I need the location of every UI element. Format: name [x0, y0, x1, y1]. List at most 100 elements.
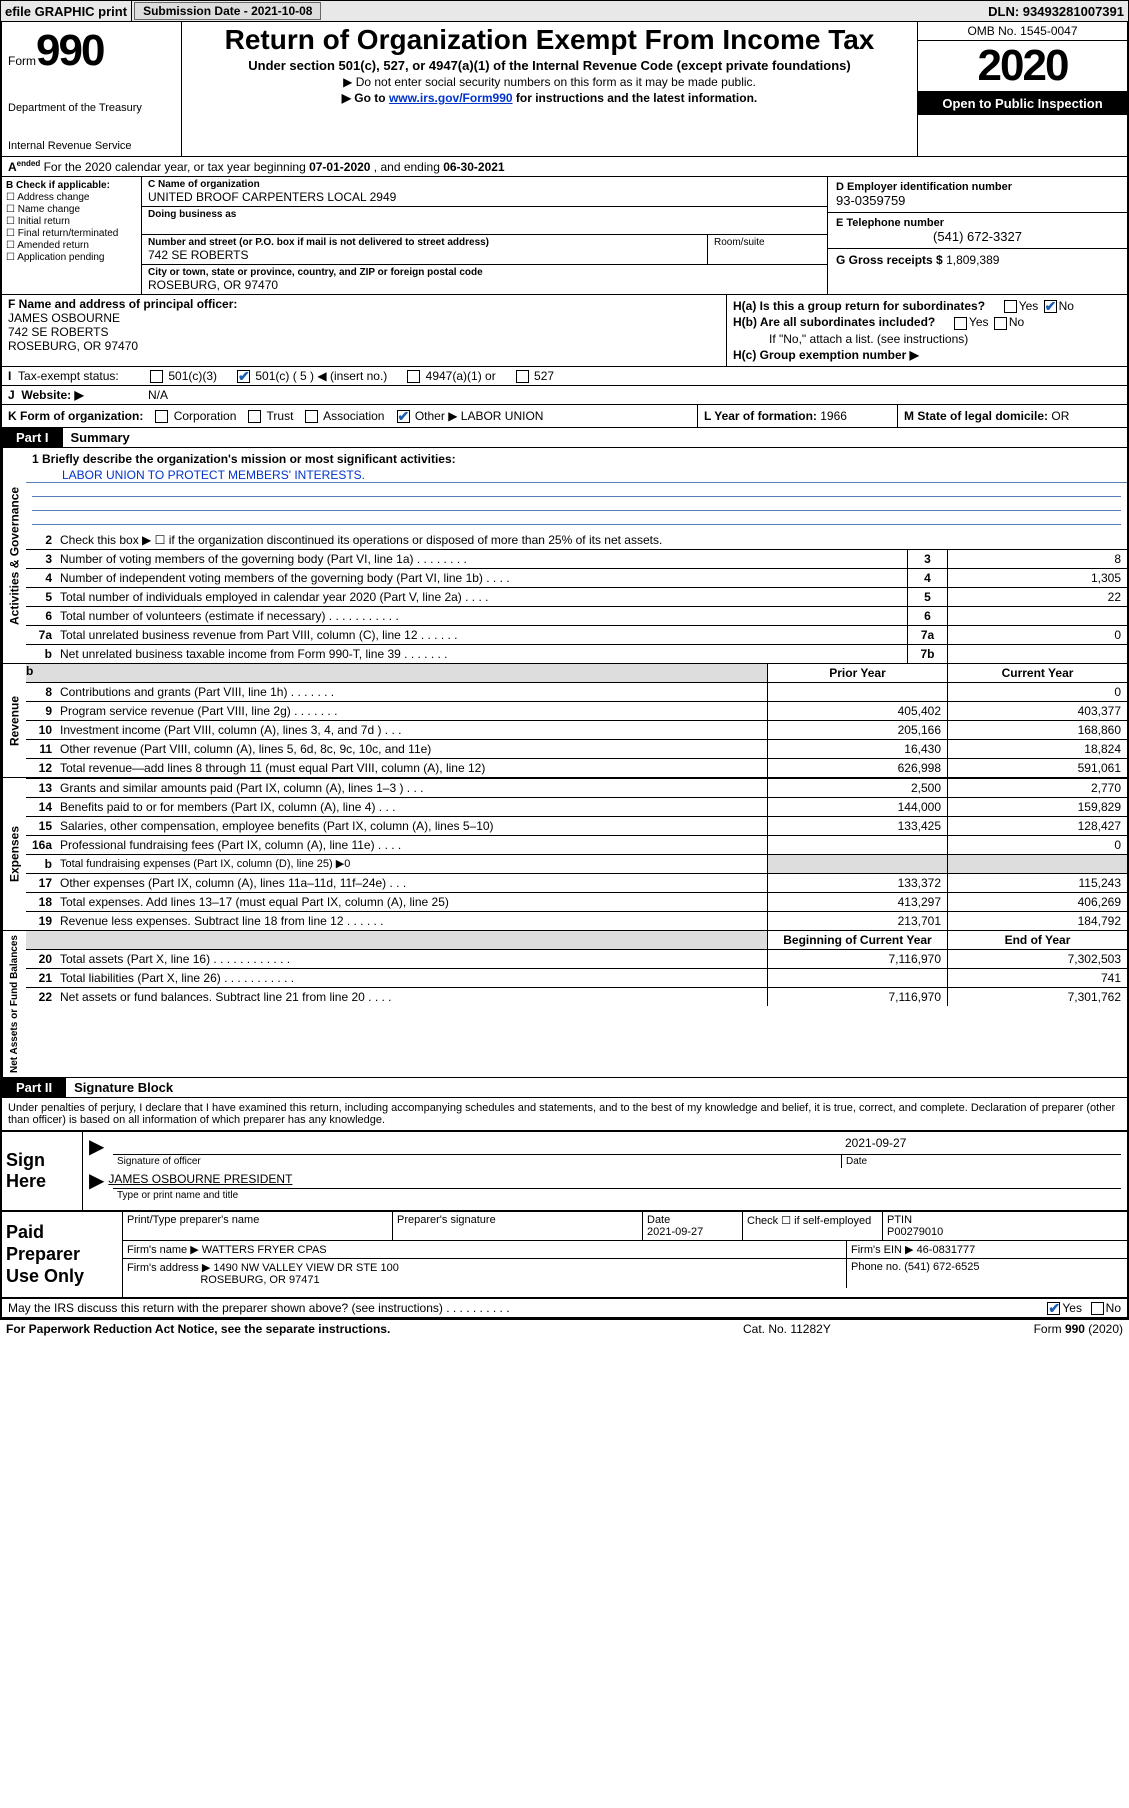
- exp-line-19: 19Revenue less expenses. Subtract line 1…: [26, 911, 1127, 930]
- chk-assoc[interactable]: [305, 410, 318, 423]
- street-address: 742 SE ROBERTS: [148, 248, 701, 262]
- other-val: LABOR UNION: [461, 409, 544, 423]
- chk-amended-return[interactable]: ☐ Amended return: [6, 240, 137, 251]
- form-header: Form990 Department of the Treasury Inter…: [2, 22, 1127, 157]
- part2-tab: Part II: [2, 1078, 66, 1097]
- top-bar: efile GRAPHIC print Submission Date - 20…: [0, 0, 1129, 22]
- form-number: 990: [36, 26, 103, 75]
- d-label: D Employer identification number: [836, 181, 1119, 193]
- instr2-post: for instructions and the latest informat…: [513, 91, 758, 105]
- row-a-mid: , and ending: [370, 160, 443, 174]
- header-right: OMB No. 1545-0047 2020 Open to Public In…: [917, 22, 1127, 156]
- chk-501c3[interactable]: 501(c)(3): [148, 369, 217, 383]
- l-year-formation: L Year of formation: 1966: [697, 405, 897, 427]
- sig-date-value: 2021-09-27: [841, 1134, 1121, 1154]
- ha-line: H(a) Is this a group return for subordin…: [733, 299, 1121, 313]
- chk-other[interactable]: [397, 410, 410, 423]
- form-subtitle: Under section 501(c), 527, or 4947(a)(1)…: [192, 58, 907, 73]
- hb-note: If "No," attach a list. (see instruction…: [733, 332, 1121, 346]
- vlabel-revenue: Revenue: [2, 664, 26, 777]
- paperwork-notice: For Paperwork Reduction Act Notice, see …: [6, 1322, 743, 1336]
- type-print-label: Type or print name and title: [113, 1188, 1121, 1202]
- firm-ein-cell: Firm's EIN ▶ 46-0831777: [847, 1241, 1127, 1258]
- website-value: N/A: [142, 386, 1127, 404]
- exp-line-14: 14Benefits paid to or for members (Part …: [26, 797, 1127, 816]
- tax-exempt-status-row: I Tax-exempt status: 501(c)(3) 501(c) ( …: [2, 367, 1127, 386]
- prep-sig-hdr: Preparer's signature: [393, 1212, 643, 1240]
- col-b-checkboxes: B Check if applicable: ☐ Address change …: [2, 177, 142, 294]
- ein-value: 93-0359759: [836, 193, 1119, 208]
- section-bcdeg: B Check if applicable: ☐ Address change …: [2, 177, 1127, 295]
- hc-line: H(c) Group exemption number ▶: [733, 348, 1121, 362]
- instr2-pre: ▶ Go to: [342, 91, 389, 105]
- col-h-group: H(a) Is this a group return for subordin…: [727, 295, 1127, 366]
- vlabel-netassets: Net Assets or Fund Balances: [2, 931, 26, 1077]
- self-employed-cell[interactable]: Check ☐ if self-employed: [743, 1212, 883, 1240]
- current-year-hdr: Current Year: [947, 664, 1127, 682]
- summary-revenue: Revenue b Prior Year Current Year 8Contr…: [2, 663, 1127, 777]
- hb-no[interactable]: [994, 317, 1007, 330]
- chk-application-pending[interactable]: ☐ Application pending: [6, 252, 137, 263]
- dln-label: DLN: 93493281007391: [988, 4, 1128, 19]
- exp-line-18: 18Total expenses. Add lines 13–17 (must …: [26, 892, 1127, 911]
- ha-no[interactable]: [1044, 300, 1057, 313]
- hb-line: H(b) Are all subordinates included? Yes …: [733, 315, 1121, 329]
- part2-title: Signature Block: [66, 1078, 181, 1097]
- chk-address-change[interactable]: ☐ Address change: [6, 192, 137, 203]
- officer-name: JAMES OSBOURNE: [8, 311, 120, 325]
- omb-number: OMB No. 1545-0047: [918, 22, 1127, 41]
- chk-527[interactable]: 527: [514, 369, 554, 383]
- submission-date-btn[interactable]: Submission Date - 2021-10-08: [134, 2, 321, 20]
- website-label: Website: ▶: [21, 388, 83, 402]
- part1-title: Summary: [63, 428, 138, 447]
- c-label: C Name of organization: [148, 179, 821, 190]
- header-center: Return of Organization Exempt From Incom…: [182, 22, 917, 156]
- efile-label: efile GRAPHIC print: [1, 1, 132, 21]
- firm-phone-cell: Phone no. (541) 672-6525: [847, 1259, 1127, 1288]
- footer: For Paperwork Reduction Act Notice, see …: [0, 1319, 1129, 1338]
- ptin-cell: PTINP00279010: [883, 1212, 1127, 1240]
- chk-501c[interactable]: 501(c) ( 5 ) ◀ (insert no.): [235, 369, 387, 383]
- officer-addr1: 742 SE ROBERTS: [8, 325, 109, 339]
- row-a-taxyear: Aended For the 2020 calendar year, or ta…: [2, 157, 1127, 177]
- net-line-22: 22Net assets or fund balances. Subtract …: [26, 987, 1127, 1006]
- discuss-no[interactable]: No: [1089, 1301, 1121, 1315]
- summary-expenses: Expenses 13Grants and similar amounts pa…: [2, 777, 1127, 930]
- chk-trust[interactable]: [248, 410, 261, 423]
- tax-begin: 07-01-2020: [309, 160, 370, 174]
- chk-final-return[interactable]: ☐ Final return/terminated: [6, 228, 137, 239]
- exp-line-16a: 16aProfessional fundraising fees (Part I…: [26, 835, 1127, 854]
- sig-arrow-icon-2: ▶: [89, 1168, 108, 1188]
- row-a-pre: For the 2020 calendar year, or tax year …: [44, 160, 310, 174]
- form990-link[interactable]: www.irs.gov/Form990: [389, 91, 513, 105]
- chk-4947[interactable]: 4947(a)(1) or: [405, 369, 495, 383]
- print-name-hdr: Print/Type preparer's name: [123, 1212, 393, 1240]
- firm-addr-cell: Firm's address ▶ 1490 NW VALLEY VIEW DR …: [123, 1259, 847, 1288]
- date-label: Date: [841, 1154, 1121, 1168]
- chk-initial-return[interactable]: ☐ Initial return: [6, 216, 137, 227]
- row-k-l-m: K Form of organization: Corporation Trus…: [2, 405, 1127, 428]
- chk-name-change[interactable]: ☐ Name change: [6, 204, 137, 215]
- exp-line-b: bTotal fundraising expenses (Part IX, co…: [26, 854, 1127, 873]
- ha-yes[interactable]: [1004, 300, 1017, 313]
- k-form-of-org: K Form of organization: Corporation Trus…: [2, 405, 697, 427]
- gov-line-7b: bNet unrelated business taxable income f…: [26, 644, 1127, 663]
- net-line-20: 20Total assets (Part X, line 16) . . . .…: [26, 949, 1127, 968]
- gov-line-6: 6Total number of volunteers (estimate if…: [26, 606, 1127, 625]
- form-version: Form 990 (2020): [943, 1322, 1123, 1336]
- instr-link: ▶ Go to www.irs.gov/Form990 for instruct…: [192, 91, 907, 105]
- dba-label: Doing business as: [148, 209, 821, 220]
- sig-arrow-icon: ▶: [89, 1134, 108, 1154]
- mission-blank-3: [32, 511, 1121, 525]
- form-word: Form: [8, 54, 36, 68]
- chk-corp[interactable]: [155, 410, 168, 423]
- part1-tab: Part I: [2, 428, 63, 447]
- f-label: F Name and address of principal officer:: [8, 297, 237, 311]
- discuss-yes[interactable]: Yes: [1045, 1301, 1082, 1315]
- b-label: B Check if applicable:: [6, 180, 110, 191]
- g-label: G Gross receipts $: [836, 253, 946, 267]
- discuss-text: May the IRS discuss this return with the…: [8, 1301, 1045, 1315]
- perjury-text: Under penalties of perjury, I declare th…: [2, 1098, 1127, 1130]
- hb-yes[interactable]: [954, 317, 967, 330]
- paid-preparer-label: Paid Preparer Use Only: [2, 1212, 122, 1297]
